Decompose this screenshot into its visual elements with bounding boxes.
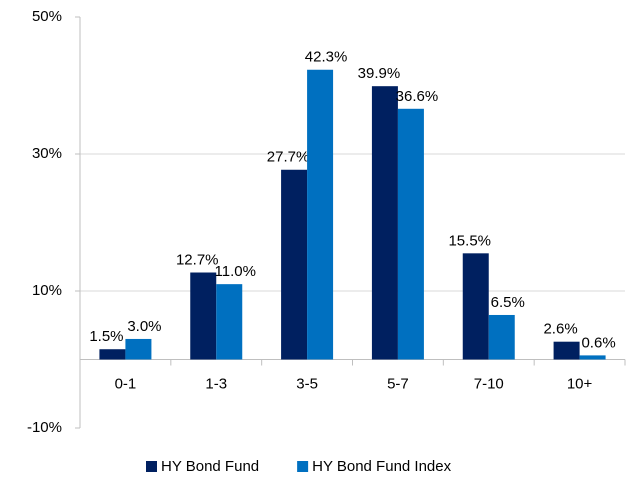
y-tick-label: 10% bbox=[32, 282, 62, 299]
bar bbox=[371, 86, 398, 360]
value-label: 3.0% bbox=[127, 318, 161, 335]
value-label: 42.3% bbox=[305, 49, 348, 66]
x-tick-label: 3-5 bbox=[296, 375, 318, 392]
value-label: 2.6% bbox=[543, 321, 577, 338]
x-tick-label: 10+ bbox=[567, 375, 593, 392]
value-label: 6.5% bbox=[491, 294, 525, 311]
bar bbox=[125, 338, 152, 360]
value-label: 15.5% bbox=[448, 232, 491, 249]
bar bbox=[190, 272, 217, 360]
legend-swatch bbox=[146, 461, 157, 472]
bar bbox=[488, 314, 515, 360]
bar bbox=[462, 253, 489, 360]
bar bbox=[397, 108, 424, 360]
value-label: 39.9% bbox=[358, 65, 401, 82]
x-tick-label: 5-7 bbox=[387, 375, 409, 392]
bar bbox=[579, 355, 606, 360]
value-label: 1.5% bbox=[89, 328, 123, 345]
bar bbox=[216, 284, 243, 360]
bar bbox=[99, 349, 126, 360]
x-tick-label: 7-10 bbox=[474, 375, 504, 392]
x-tick-label: 1-3 bbox=[205, 375, 227, 392]
x-tick-label: 0-1 bbox=[115, 375, 137, 392]
value-label: 36.6% bbox=[396, 88, 439, 105]
bar bbox=[307, 69, 334, 360]
y-tick-label: 30% bbox=[32, 145, 62, 162]
bar bbox=[553, 341, 580, 360]
value-label: 11.0% bbox=[215, 263, 256, 280]
value-label: 27.7% bbox=[267, 149, 310, 166]
value-label: 0.6% bbox=[581, 334, 615, 351]
y-tick-label: -10% bbox=[27, 419, 62, 436]
y-tick-label: 50% bbox=[32, 8, 62, 25]
legend-label: HY Bond Fund bbox=[161, 458, 259, 475]
legend-swatch bbox=[297, 461, 309, 472]
legend-label: HY Bond Fund Index bbox=[312, 458, 451, 475]
value-label: 12.7% bbox=[176, 251, 219, 268]
bar bbox=[281, 169, 308, 360]
